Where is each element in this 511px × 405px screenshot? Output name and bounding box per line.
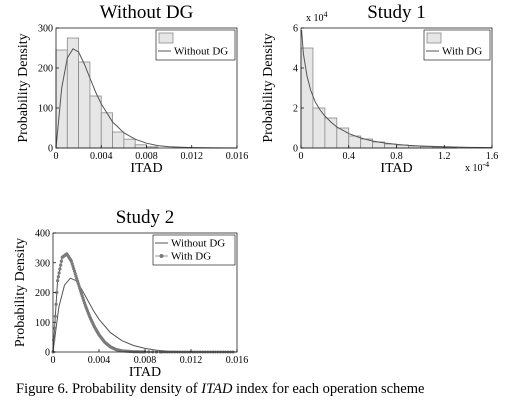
- x-axis-label: ITAD: [380, 161, 412, 176]
- y-tick-label: 0: [293, 144, 298, 155]
- y-tick-label: 200: [38, 64, 53, 75]
- chart-title: Study 2: [116, 207, 175, 228]
- legend-box: [155, 29, 236, 61]
- figure-caption: Figure 6. Probability density of ITAD in…: [16, 381, 424, 398]
- legend-label: With DG: [171, 251, 211, 263]
- data-point: [56, 279, 60, 283]
- series-line-with-dg: [52, 253, 237, 353]
- x-tick-label: 0.4: [343, 151, 356, 162]
- data-point: [59, 263, 63, 267]
- histogram-bar: [89, 95, 102, 149]
- y-tick-label: 300: [35, 258, 50, 269]
- data-point: [72, 267, 76, 271]
- x-axis-label: ITAD: [129, 365, 161, 380]
- x-tick-label: 0: [299, 151, 304, 162]
- histogram-bar: [100, 112, 113, 149]
- caption-suffix: index for each operation scheme: [232, 381, 425, 397]
- histogram-bar: [123, 138, 136, 149]
- y-tick-label: 0: [48, 144, 53, 155]
- data-point: [74, 274, 78, 278]
- chart-panel-1: 0 0.004 0.008 0.012 0.016 0 100 200 300 Without D…: [16, 2, 248, 176]
- x-tick-label: 0: [51, 355, 56, 366]
- x-tick-label: 0.016: [226, 151, 249, 162]
- x-tick-label: 0: [54, 151, 59, 162]
- legend: With DG: [423, 29, 491, 61]
- x-axis-label: ITAD: [130, 161, 162, 176]
- y-tick-label: 4: [293, 64, 298, 75]
- data-point: [69, 259, 73, 263]
- chart-title: Study 1: [367, 2, 426, 23]
- y-axis-label: Probability Density: [261, 33, 276, 142]
- x-tick-label: 1.2: [438, 151, 451, 162]
- chart-panel-2: 0 0.4 0.8 1.2 1.6 0 2 4 6 Study 1 ITAD Probability …: [261, 2, 498, 176]
- legend-box: [152, 234, 236, 266]
- data-point: [78, 286, 82, 291]
- series-line-without-dg: [55, 48, 238, 149]
- legend-swatch-histogram: [158, 32, 174, 44]
- y-axis-multiplier: x 104: [306, 10, 328, 24]
- legend-label: With DG: [442, 46, 482, 58]
- legend: Without DG: [155, 29, 236, 61]
- y-axis-label: Probability Density: [16, 33, 31, 142]
- y-tick-label: 100: [38, 104, 53, 115]
- data-point: [76, 281, 80, 286]
- x-axis-multiplier: x 10-4: [465, 160, 489, 174]
- x-tick-label: 0.016: [226, 355, 249, 366]
- data-point: [72, 269, 77, 273]
- data-point: [53, 314, 57, 318]
- chart-panel-3: 0 0.004 0.008 0.012 0.016 0 100 200 300 400 Study …: [13, 207, 248, 380]
- chart-title: Without DG: [100, 2, 194, 23]
- histogram-bar: [336, 127, 350, 149]
- legend-swatch-marker: [159, 254, 164, 258]
- data-point: [70, 262, 74, 266]
- x-tick-label: 0.012: [180, 355, 203, 366]
- data-point: [55, 290, 59, 295]
- data-point: [57, 271, 61, 275]
- data-point: [52, 326, 57, 330]
- y-tick-label: 6: [293, 24, 298, 35]
- legend-swatch-histogram: [426, 32, 442, 44]
- legend-label: Without DG: [174, 46, 228, 58]
- data-point: [58, 267, 62, 271]
- y-tick-label: 200: [35, 288, 50, 299]
- y-tick-label: 2: [293, 104, 298, 115]
- data-point: [71, 264, 75, 268]
- x-tick-label: 0.8: [390, 151, 403, 162]
- y-tick-label: 400: [35, 229, 50, 240]
- data-point: [77, 284, 81, 288]
- y-tick-label: 100: [35, 318, 50, 329]
- histogram-bar: [134, 144, 147, 149]
- legend-label: Without DG: [171, 238, 225, 250]
- histogram-bar: [300, 47, 314, 149]
- data-point: [59, 259, 64, 263]
- histogram-bar: [112, 131, 125, 149]
- data-point: [54, 302, 58, 306]
- series-line-with-dg: [301, 29, 493, 149]
- y-axis-label: Probability Density: [13, 238, 28, 347]
- x-tick-label: 1.6: [486, 151, 499, 162]
- caption-emphasis: ITAD: [201, 381, 233, 397]
- caption-prefix: Figure 6. Probability density of: [16, 381, 202, 397]
- x-tick-label: 0.008: [134, 355, 157, 366]
- x-tick-label: 0.004: [90, 151, 113, 162]
- data-point: [52, 338, 56, 342]
- x-tick-label: 0.008: [135, 151, 158, 162]
- x-tick-label: 0.004: [88, 355, 111, 366]
- y-tick-label: 0: [45, 348, 50, 359]
- data-point: [75, 277, 79, 281]
- data-point: [73, 272, 77, 276]
- y-tick-label: 300: [38, 24, 53, 35]
- data-point: [56, 275, 60, 279]
- x-tick-label: 0.012: [181, 151, 204, 162]
- data-point: [75, 279, 80, 283]
